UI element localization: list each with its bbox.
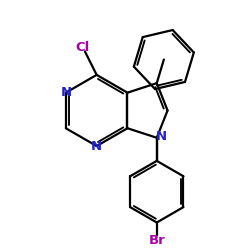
Text: N: N <box>156 130 167 143</box>
Text: Br: Br <box>148 234 165 247</box>
Text: N: N <box>91 140 102 152</box>
Text: Cl: Cl <box>75 41 90 54</box>
Text: N: N <box>60 86 72 99</box>
